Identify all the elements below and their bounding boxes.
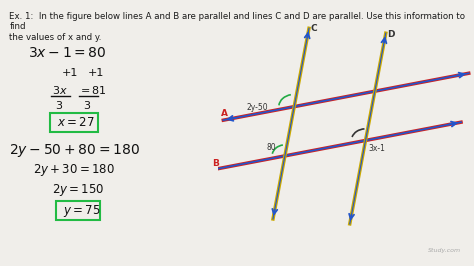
Text: $2y+30=180$: $2y+30=180$ [33,162,115,178]
Text: 3x-1: 3x-1 [369,144,385,153]
Text: $x=27$: $x=27$ [57,116,94,129]
Text: 2y-50: 2y-50 [247,103,268,112]
Text: B: B [211,159,219,168]
Text: Study.com: Study.com [428,248,461,253]
Text: $2y=150$: $2y=150$ [52,182,105,198]
Text: $y=75$: $y=75$ [63,203,100,219]
Text: A: A [220,109,228,118]
Text: 80: 80 [267,143,277,152]
Text: C: C [310,24,317,33]
Text: Ex. 1:  In the figure below lines A and B are parallel and lines C and D are par: Ex. 1: In the figure below lines A and B… [9,12,465,42]
Text: D: D [387,30,394,39]
Text: +1: +1 [62,68,78,78]
Text: $= 81$: $= 81$ [78,84,107,96]
Text: $2y-50+80=180$: $2y-50+80=180$ [9,142,140,159]
Text: +1: +1 [88,68,104,78]
Text: $3x-1=80$: $3x-1=80$ [28,46,107,60]
Text: $3$: $3$ [55,98,63,111]
Text: $3$: $3$ [83,98,91,111]
Text: $3x$: $3x$ [52,84,68,96]
